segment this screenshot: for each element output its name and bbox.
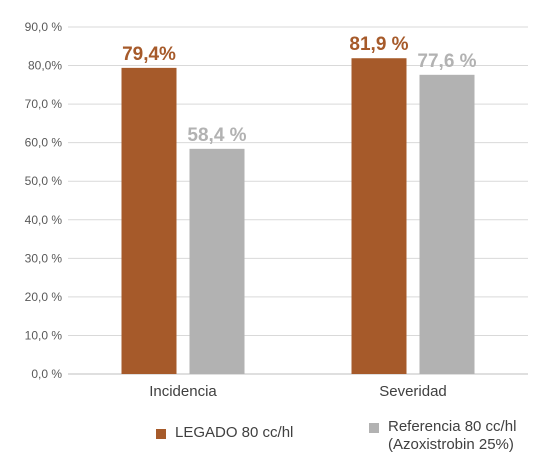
bar (121, 67, 177, 374)
y-tick-label: 10,0 % (25, 328, 63, 342)
y-tick-label: 90,0 % (25, 20, 63, 34)
bar-chart: 0,0 % 10,0 % 20,0 % 30,0 % 40,0 % 50,0 % 60,0 … (25, 20, 528, 400)
legend-item-referencia: Referencia 80 cc/hl (Azoxistrobin 25%) (369, 418, 516, 454)
data-label: 81,9 % (349, 34, 408, 55)
x-category-label: Incidencia (149, 383, 217, 400)
legend-label-referencia-line-1: Referencia 80 cc/hl (388, 418, 517, 435)
bar (189, 148, 245, 374)
y-tick-label: 50,0 % (25, 174, 63, 188)
legend-swatch-legado (156, 429, 166, 439)
y-tick-label: 40,0 % (25, 213, 63, 227)
data-label: 77,6 % (417, 51, 476, 72)
legend-label-legado-line: LEGADO 80 cc/hl (175, 424, 294, 441)
legend-swatch-referencia (369, 423, 379, 433)
legend-item-legado: LEGADO 80 cc/hl (156, 424, 293, 442)
legend-label-referencia-line-2: (Azoxistrobin 25%) (388, 436, 514, 453)
legend: LEGADO 80 cc/hl Referencia 80 cc/hl (Azo… (0, 414, 543, 455)
y-tick-label: 70,0 % (25, 97, 63, 111)
y-tick-label: 20,0 % (25, 290, 63, 304)
legend-label-legado: LEGADO 80 cc/hl (175, 424, 293, 442)
legend-label-referencia: Referencia 80 cc/hl (Azoxistrobin 25%) (388, 418, 516, 454)
bar (419, 74, 475, 374)
data-label: 58,4 % (187, 125, 246, 146)
y-tick-label: 60,0 % (25, 136, 63, 150)
data-label: 79,4% (122, 44, 176, 65)
x-category-label: Severidad (379, 383, 447, 400)
y-tick-label: 0,0 % (31, 367, 62, 381)
y-tick-label: 80,0% (28, 59, 62, 73)
bar (351, 58, 407, 374)
y-tick-label: 30,0 % (25, 251, 63, 265)
